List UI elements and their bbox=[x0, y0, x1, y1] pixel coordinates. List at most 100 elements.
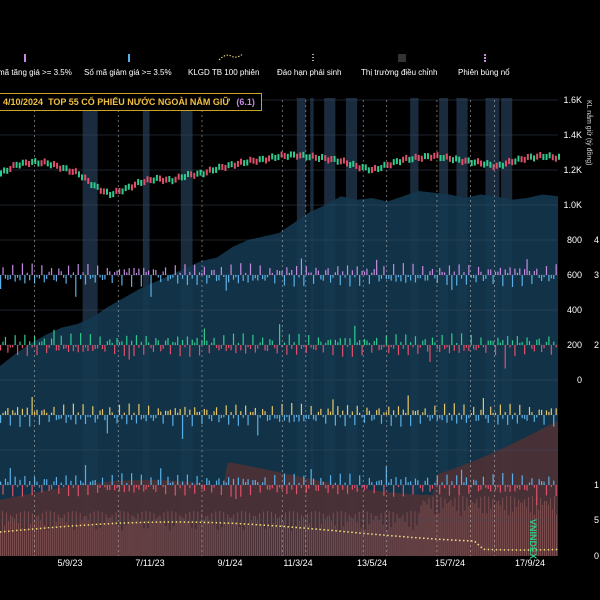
candle bbox=[293, 151, 296, 158]
histogram-bar bbox=[332, 485, 334, 489]
histogram-bar bbox=[215, 345, 218, 349]
histogram-bar bbox=[101, 477, 104, 485]
histogram-bar bbox=[504, 412, 506, 415]
volume-bar bbox=[310, 511, 312, 556]
histogram-bar bbox=[14, 412, 16, 415]
histogram-bar bbox=[361, 270, 363, 275]
x-tick-label: 11/3/24 bbox=[283, 558, 312, 568]
histogram-bar bbox=[19, 415, 21, 427]
candle bbox=[180, 174, 183, 181]
histogram-bar bbox=[264, 411, 266, 415]
histogram-bar bbox=[371, 272, 373, 275]
volume-bar bbox=[205, 516, 207, 556]
volume-bar bbox=[275, 513, 277, 556]
histogram-bar bbox=[46, 412, 48, 415]
histogram-bar bbox=[312, 275, 315, 284]
volume-bar bbox=[165, 525, 167, 556]
histogram-bar bbox=[46, 275, 48, 280]
volume-bar bbox=[37, 515, 39, 556]
volume-bar bbox=[253, 515, 255, 556]
histogram-bar bbox=[138, 345, 140, 348]
histogram-bar bbox=[177, 336, 179, 345]
histogram-bar bbox=[16, 407, 19, 415]
candle bbox=[452, 157, 455, 164]
histogram-bar bbox=[203, 266, 205, 275]
histogram-bar bbox=[504, 345, 506, 369]
volume-bar bbox=[13, 518, 15, 556]
histogram-bar bbox=[89, 275, 91, 279]
histogram-bar bbox=[308, 415, 310, 420]
histogram-bar bbox=[509, 403, 511, 415]
histogram-bar bbox=[283, 415, 286, 421]
histogram-bar bbox=[334, 339, 336, 345]
volume-bar bbox=[29, 523, 31, 556]
volume-bar bbox=[358, 511, 360, 556]
candle bbox=[215, 166, 218, 173]
histogram-bar bbox=[167, 410, 169, 415]
volume-bar bbox=[241, 511, 243, 556]
candle bbox=[246, 159, 249, 166]
histogram-bar bbox=[507, 415, 509, 425]
histogram-bar bbox=[131, 473, 133, 485]
histogram-bar bbox=[186, 336, 189, 345]
histogram-bar bbox=[368, 342, 370, 345]
histogram-bar bbox=[320, 341, 322, 345]
histogram-bar bbox=[106, 415, 108, 434]
histogram-bar bbox=[186, 415, 189, 418]
ma-line bbox=[0, 521, 559, 551]
histogram-bar bbox=[322, 275, 324, 281]
volume-bar bbox=[390, 527, 392, 556]
candle bbox=[448, 155, 451, 162]
histogram-bar bbox=[242, 275, 244, 281]
histogram-bar bbox=[152, 345, 155, 353]
volume-bar bbox=[11, 517, 13, 556]
candle bbox=[361, 163, 364, 170]
histogram-bar bbox=[458, 485, 460, 496]
histogram-bar bbox=[249, 345, 252, 350]
histogram-bar bbox=[342, 271, 344, 275]
histogram-bar bbox=[72, 345, 74, 352]
histogram-bar bbox=[220, 345, 222, 349]
histogram-bar bbox=[509, 485, 511, 492]
histogram-bar bbox=[111, 275, 113, 284]
histogram-bar bbox=[524, 345, 526, 355]
histogram-bar bbox=[7, 275, 9, 280]
volume-bar bbox=[69, 527, 71, 556]
histogram-bar bbox=[504, 485, 506, 492]
volume-bar bbox=[528, 497, 530, 556]
candle bbox=[56, 162, 59, 169]
histogram-bar bbox=[247, 415, 249, 426]
volume-bar bbox=[286, 526, 288, 556]
volume-bar bbox=[404, 521, 406, 556]
histogram-bar bbox=[451, 415, 453, 421]
candle bbox=[6, 167, 9, 174]
y2-tick-label: 3 bbox=[594, 270, 599, 280]
histogram-bar bbox=[429, 415, 431, 421]
volume-bar bbox=[279, 517, 280, 556]
volume-bar bbox=[145, 511, 147, 556]
histogram-bar bbox=[92, 275, 94, 278]
volume-bar bbox=[552, 509, 554, 556]
histogram-bar bbox=[211, 342, 213, 345]
histogram-bar bbox=[295, 485, 298, 495]
histogram-bar bbox=[548, 275, 550, 282]
x-tick-label: 15/7/24 bbox=[435, 558, 465, 568]
histogram-bar bbox=[521, 275, 523, 287]
candle bbox=[74, 168, 77, 175]
histogram-bar bbox=[346, 485, 349, 494]
candle bbox=[330, 155, 333, 162]
volume-bar bbox=[261, 524, 263, 556]
histogram-bar bbox=[368, 410, 370, 415]
volume-bar bbox=[458, 496, 460, 556]
histogram-bar bbox=[283, 342, 286, 345]
candle bbox=[402, 156, 405, 163]
volume-bar bbox=[340, 511, 342, 556]
histogram-bar bbox=[385, 275, 387, 280]
histogram-bar bbox=[308, 485, 310, 489]
histogram-bar bbox=[519, 404, 521, 415]
volume-bar bbox=[31, 513, 33, 556]
histogram-bar bbox=[121, 473, 123, 485]
histogram-bar bbox=[507, 485, 509, 488]
histogram-bar bbox=[361, 345, 363, 356]
histogram-bar bbox=[162, 415, 164, 424]
